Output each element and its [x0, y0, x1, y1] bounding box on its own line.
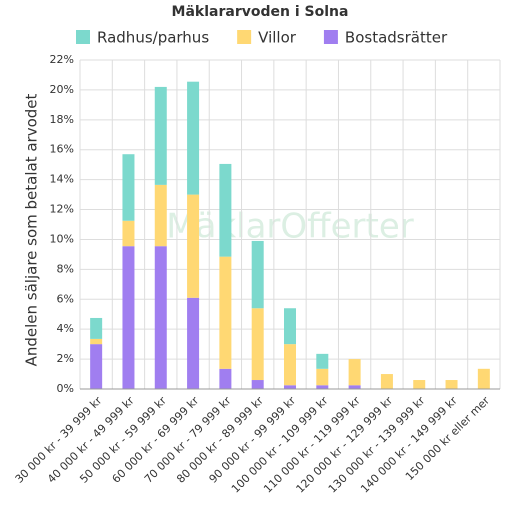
bar-segment	[413, 380, 426, 389]
bar-segment	[154, 184, 167, 247]
legend-swatch	[323, 30, 338, 44]
bar-segment	[251, 240, 264, 309]
y-tick-label: 12%	[50, 203, 74, 216]
bar-segment	[122, 246, 135, 389]
bar-segment	[284, 385, 296, 389]
legend-label: Radhus/parhus	[97, 29, 209, 47]
y-tick-label: 18%	[50, 113, 74, 126]
y-tick-label: 10%	[50, 232, 74, 245]
y-tick-label: 8%	[57, 262, 74, 275]
legend-label: Villor	[258, 29, 297, 47]
bar-segment	[284, 308, 296, 345]
bar-segment	[251, 308, 264, 381]
bar-segment	[90, 344, 103, 389]
chart-title: Mäklararvoden i Solna	[172, 4, 349, 20]
y-tick-label: 16%	[50, 143, 74, 156]
bar-segment	[187, 81, 200, 195]
bar-segment	[251, 380, 264, 389]
y-tick-label: 6%	[57, 292, 74, 305]
bar-segment	[348, 385, 361, 389]
bar-segment	[122, 220, 135, 247]
bar-segment	[90, 338, 103, 345]
legend-swatch	[76, 30, 90, 44]
bar-segment	[316, 385, 329, 389]
bar-segment	[90, 317, 103, 339]
bar-segment	[219, 256, 232, 369]
bar-segment	[187, 194, 200, 298]
bar-segment	[348, 359, 361, 386]
y-tick-label: 20%	[50, 83, 74, 96]
bar-segment	[122, 154, 135, 221]
bar-segment	[445, 380, 458, 389]
legend-swatch	[237, 30, 252, 44]
bar-segment	[154, 86, 167, 185]
bar-segment	[477, 368, 490, 389]
bar-segment	[219, 368, 232, 389]
y-axis-title: Andelen säljare som betalat arvodet	[23, 93, 41, 366]
bar-segment	[219, 163, 232, 257]
bar-segment	[187, 297, 200, 389]
y-tick-label: 4%	[57, 322, 74, 335]
bar-segment	[380, 374, 393, 389]
y-tick-label: 14%	[50, 173, 74, 186]
watermark: MäklarOfferter	[166, 207, 413, 247]
legend-label: Bostadsrätter	[345, 29, 448, 47]
y-tick-label: 2%	[57, 352, 74, 365]
y-tick-label: 0%	[57, 382, 74, 395]
y-tick-label: 22%	[50, 53, 74, 66]
bar-segment	[316, 353, 329, 369]
bar-segment	[284, 344, 296, 386]
bar-segment	[154, 246, 167, 389]
bar-segment	[316, 368, 329, 386]
